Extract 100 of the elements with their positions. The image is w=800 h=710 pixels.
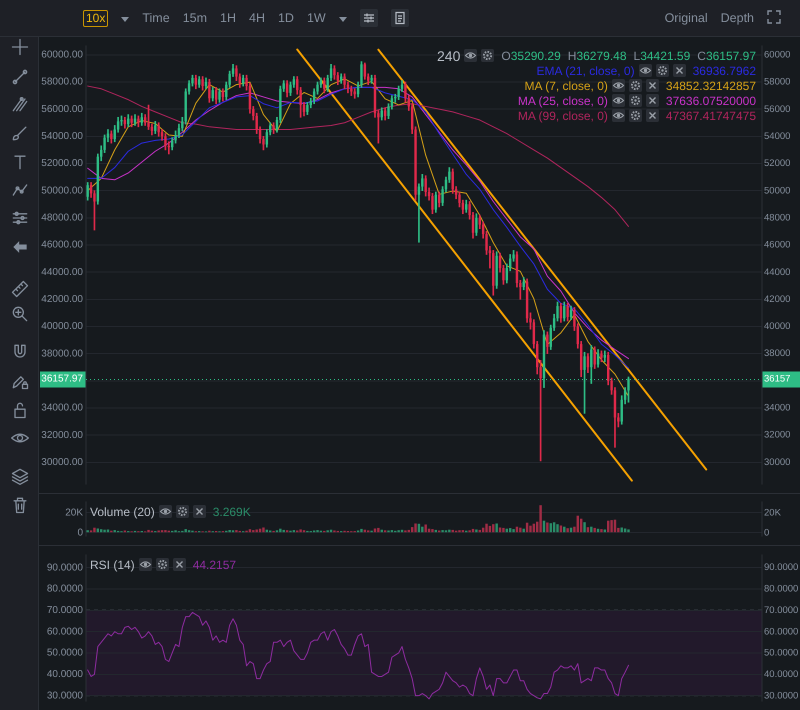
- y-tick-label: 48000.00: [41, 212, 84, 224]
- bar: [424, 524, 427, 532]
- y2-tick-label: 60000: [764, 49, 790, 60]
- annotation: 34852.32142857: [666, 78, 756, 92]
- bar: [576, 516, 580, 532]
- bar: [279, 528, 282, 532]
- y-tick-label: 70.0000: [46, 605, 84, 616]
- y-tick-label: 52000.00: [41, 158, 84, 170]
- text: EMA (21, close, 0): [536, 64, 635, 78]
- bar: [512, 529, 515, 532]
- bar: [580, 518, 582, 532]
- bar: [600, 529, 603, 532]
- y-tick-label: 90.0000: [46, 562, 84, 574]
- y-tick-label: 0: [77, 527, 84, 538]
- y2-tick-label: 34000: [764, 402, 790, 414]
- bar: [103, 530, 106, 532]
- y-tick-label: 50.0000: [46, 648, 84, 659]
- annotation: 37636.07520000: [666, 94, 756, 108]
- bar: [495, 524, 498, 532]
- candlestick: [127, 114, 130, 128]
- chart-title: 240: [437, 48, 460, 64]
- y-tick-label: 40000.00: [41, 321, 84, 332]
- y2-tick-label: 0: [764, 527, 770, 538]
- candlestick: [140, 112, 143, 126]
- bar: [488, 526, 492, 532]
- series-label: MA (99, close, 0): [518, 108, 608, 122]
- candlestick: [198, 76, 200, 88]
- y2-tick-label: 42000: [764, 294, 790, 305]
- y-tick-label: 44000.00: [41, 266, 84, 278]
- bar: [428, 528, 430, 532]
- y2-tick-label: 30.0000: [764, 690, 798, 702]
- bar: [596, 528, 600, 532]
- bar: [482, 528, 484, 532]
- bar: [418, 524, 420, 532]
- y-tick-label: 34000.00: [41, 402, 84, 414]
- bar: [282, 530, 285, 532]
- bar: [434, 530, 438, 532]
- y-tick-label: 60.0000: [46, 626, 84, 638]
- bar: [299, 529, 302, 532]
- y-tick-label: 40.0000: [46, 669, 84, 680]
- candlestick: [353, 88, 356, 99]
- text: 1W: [306, 11, 326, 25]
- y2-tick-label: 60.0000: [764, 626, 798, 638]
- bar: [506, 528, 508, 532]
- annotation: L34421.59: [634, 48, 690, 62]
- y2-tick-label: 50.0000: [764, 648, 798, 659]
- y-tick-label: 58000.00: [41, 76, 84, 88]
- y-tick-label: 36157.97: [41, 373, 84, 384]
- bar: [377, 528, 380, 532]
- bar: [410, 527, 414, 532]
- y-tick-label: 46000.00: [41, 240, 84, 251]
- bar: [330, 530, 332, 532]
- candlestick: [438, 192, 440, 208]
- y2-tick-label: 52000: [764, 158, 790, 170]
- y2-tick-label: 36157: [764, 373, 790, 384]
- y-tick-label: 60000.00: [41, 50, 84, 61]
- text: 15m: [182, 11, 208, 25]
- bar: [431, 529, 434, 532]
- bar: [492, 524, 495, 532]
- y-tick-label: 20K: [65, 507, 84, 518]
- y-tick-label: 30000.00: [41, 457, 84, 468]
- bar: [620, 528, 623, 532]
- bar: [408, 530, 410, 532]
- text: MA (25, close, 0): [518, 94, 608, 108]
- bar: [255, 530, 258, 532]
- candlestick: [323, 78, 326, 94]
- bar: [590, 526, 593, 532]
- bar: [364, 530, 366, 532]
- candlestick: [563, 302, 566, 322]
- annotation: O35290.29: [501, 48, 561, 62]
- bar: [266, 530, 268, 532]
- y2-tick-label: 44000: [764, 266, 790, 278]
- y-tick-label: 32000.00: [41, 430, 84, 441]
- y2-tick-label: 38000: [764, 348, 790, 360]
- bar: [550, 523, 552, 532]
- bar: [583, 522, 586, 532]
- bar: [593, 528, 596, 532]
- bar: [248, 529, 252, 532]
- candlestick: [380, 107, 383, 120]
- bar: [421, 526, 424, 532]
- y2-tick-label: 46000: [764, 240, 790, 251]
- text: Time: [142, 11, 170, 25]
- annotation: C36157.97: [697, 48, 756, 62]
- candlestick: [522, 277, 525, 290]
- annotation: H36279.48: [568, 48, 627, 62]
- y2-tick-label: 80.0000: [764, 584, 798, 595]
- text: 1D: [278, 11, 294, 25]
- chart-title: Volume (20): [90, 504, 155, 518]
- bar: [498, 528, 502, 532]
- bar: [606, 520, 610, 532]
- y-tick-label: 54000.00: [41, 131, 84, 142]
- candlestick: [212, 87, 214, 102]
- y2-tick-label: 90.0000: [764, 562, 798, 574]
- bar: [604, 530, 606, 532]
- bar: [560, 526, 562, 532]
- bar: [100, 529, 102, 532]
- y2-tick-label: 48000: [764, 212, 790, 224]
- y-tick-label: 30.0000: [46, 690, 84, 702]
- y2-tick-label: 54000: [764, 130, 790, 142]
- candlestick: [154, 121, 157, 134]
